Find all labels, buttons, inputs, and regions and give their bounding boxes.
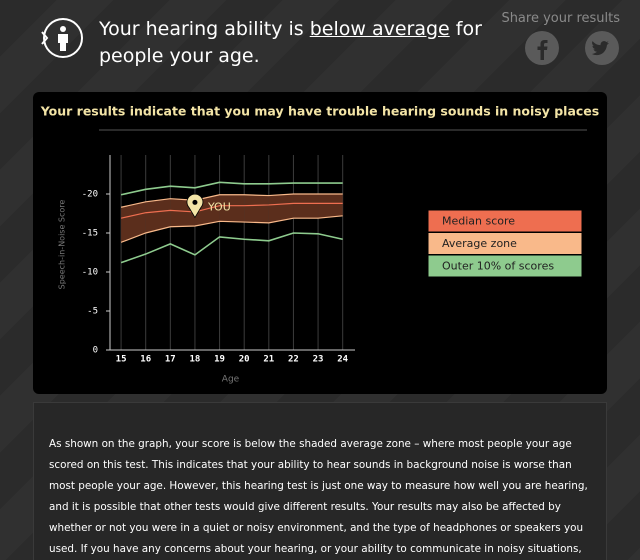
average-zone <box>293 194 319 219</box>
title-text: for <box>455 18 482 40</box>
twitter-glyph <box>592 41 609 56</box>
chart-title: Your results indicate that you may have … <box>40 104 599 119</box>
you-label: YOU <box>207 200 231 213</box>
average-zone <box>145 198 171 233</box>
x-tick-label: 24 <box>337 355 348 365</box>
icon-circle <box>43 18 83 58</box>
outer-line <box>120 232 343 264</box>
explanation-panel: As shown on the graph, your score is bel… <box>33 402 607 560</box>
y-tick-label: -20 <box>82 190 98 200</box>
explanation-text: As shown on the graph, your score is bel… <box>49 438 588 555</box>
share-label: Share your results <box>501 11 620 26</box>
average-zone <box>268 194 294 223</box>
x-tick-label: 23 <box>313 355 324 365</box>
you-marker <box>186 193 204 219</box>
y-tick-label: -5 <box>87 307 98 317</box>
title-link[interactable]: below average <box>309 18 450 40</box>
header: Your hearing ability is below average fo… <box>0 0 640 90</box>
legend-label: Average zone <box>442 237 517 250</box>
y-tick-label: 0 <box>93 346 98 356</box>
y-axis-label: Speech-in-Noise Score <box>58 200 67 290</box>
x-tick-label: 17 <box>165 355 176 365</box>
average-zone <box>318 194 343 219</box>
icon-body <box>58 34 68 51</box>
legend-label: Median score <box>442 215 515 228</box>
x-tick-label: 19 <box>214 355 225 365</box>
facebook-glyph <box>537 40 548 60</box>
average-zone <box>121 201 146 243</box>
chart: Your results indicate that you may have … <box>40 104 599 385</box>
x-tick-label: 15 <box>116 355 127 365</box>
x-tick-label: 20 <box>239 355 250 365</box>
median-line <box>120 202 343 219</box>
y-tick-label: -10 <box>82 268 98 278</box>
x-axis-label: Age <box>222 375 240 385</box>
you-marker-dot <box>192 199 198 205</box>
facebook-button[interactable] <box>525 31 559 65</box>
y-tick-label: -15 <box>82 229 98 239</box>
result-title: Your hearing ability is below average fo… <box>99 16 499 70</box>
average-zone <box>244 194 269 223</box>
share-icons <box>525 31 619 65</box>
icon-head <box>60 26 66 32</box>
average-zone <box>219 194 245 223</box>
x-tick-label: 22 <box>288 355 299 365</box>
x-tick-label: 16 <box>140 355 151 365</box>
title-text: people your age. <box>99 45 260 67</box>
average-line <box>120 215 343 243</box>
legend-label: Outer 10% of scores <box>442 260 554 273</box>
legend-swatch <box>427 254 583 278</box>
person-icon <box>41 18 83 58</box>
title-text: Your hearing ability is <box>99 18 304 40</box>
chart-panel: Your results indicate that you may have … <box>33 92 607 394</box>
x-tick-label: 18 <box>190 355 201 365</box>
x-tick-label: 21 <box>263 355 274 365</box>
average-line <box>120 193 343 208</box>
outer-line <box>120 181 343 196</box>
twitter-button[interactable] <box>585 31 619 65</box>
